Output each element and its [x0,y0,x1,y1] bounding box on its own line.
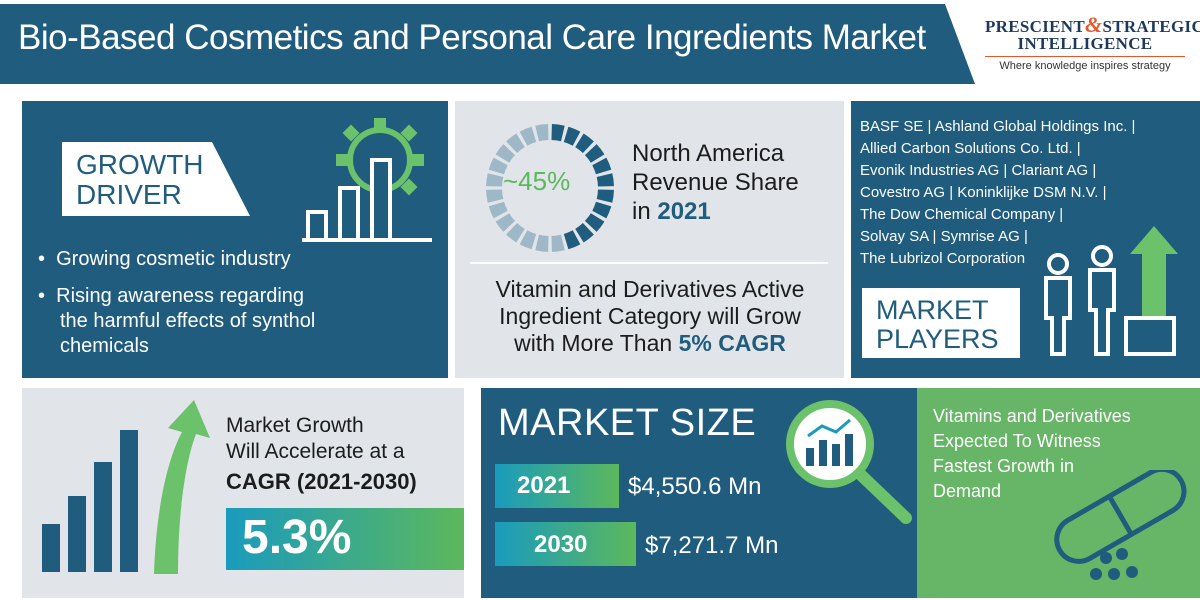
donut-segment [584,144,605,163]
gear-bar-chart-icon [302,118,432,242]
cagr-value-bar [226,508,464,570]
donut-segment [506,133,525,154]
magnifier-chart-icon [786,400,912,524]
donut-segment [535,124,549,142]
panel-divider [470,262,828,264]
market-size-title: MARKET SIZE [498,402,757,444]
donut-segment [551,124,565,142]
market-size-year-2021: 2021 [517,472,571,499]
cagr-caption: Market Growth Will Accelerate at a [226,414,405,463]
cagr-value: 5.3% [242,511,352,564]
page-title: Bio-Based Cosmetics and Personal Care In… [18,18,926,57]
growth-bullet-2: • Rising awareness regarding [38,285,305,307]
growth-bullet-1: • Growing cosmetic industry [38,248,291,270]
market-players-label-box [862,288,1020,358]
growth-bullet-2-cont: the harmful effects of synthol [60,310,316,332]
donut-segment [519,126,537,146]
donut-segment [575,133,594,154]
company-logo: PRESCIENT&STRATEGIC INTELLIGENCE Where k… [985,12,1200,72]
donut-segment [488,201,508,219]
logo-tagline: Where knowledge inspires strategy [985,56,1185,72]
growth-bullet-2-cont2: chemicals [60,335,149,357]
donut-segment [563,230,581,250]
people-podium-icon [1044,226,1178,356]
capsule-pill-icon [1054,470,1187,580]
north-america-share-value: ~45% [503,166,571,196]
donut-segment [551,234,565,252]
market-size-year-2030: 2030 [534,531,588,558]
donut-segment [506,222,525,243]
market-size-year-bar-2030 [495,522,636,566]
donut-segment [575,222,594,243]
donut-segment [519,230,537,250]
donut-segment [486,189,504,203]
donut-segment [495,213,516,232]
donut-segment [563,126,581,146]
donut-segment [488,157,508,175]
north-america-caption: North America Revenue Share in 2021 [632,140,799,225]
vitamins-demand-caption: Vitamins and Derivatives Expected To Wit… [933,406,1131,501]
donut-ring-icon [486,124,614,252]
market-players-list: BASF SE | Ashland Global Holdings Inc. |… [860,118,1136,267]
vitamins-demand-panel [917,388,1200,598]
donut-segment [596,173,614,187]
donut-segment [584,213,605,232]
market-players-title: MARKET PLAYERS [876,295,999,354]
donut-segment [592,157,612,175]
cagr-period-label: CAGR (2021-2030) [226,469,417,494]
header-banner [0,4,975,84]
vitamin-growth-caption: Vitamin and Derivatives Active Ingredien… [495,276,805,356]
rising-bars-arrow-icon [42,400,210,574]
market-size-amount-2021: $4,550.6 Mn [628,473,762,500]
donut-segment [592,201,612,219]
donut-segment [486,173,504,187]
donut-segment [535,234,549,252]
donut-segment [596,189,614,203]
growth-driver-title: GROWTH DRIVER [76,149,204,210]
market-size-year-bar-2021 [495,464,619,508]
donut-segment [495,144,516,163]
growth-driver-label-shape [62,142,250,216]
market-size-amount-2030: $7,271.7 Mn [645,532,779,559]
